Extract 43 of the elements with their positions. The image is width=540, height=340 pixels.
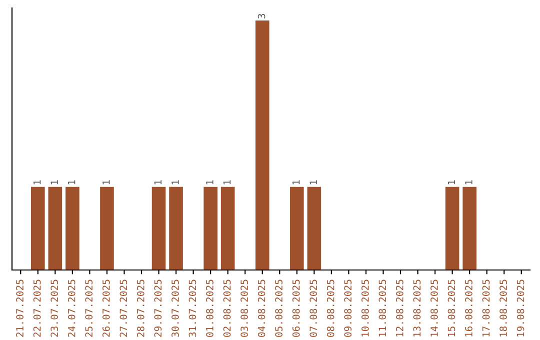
x-tick-label: 18.08.2025 bbox=[500, 280, 507, 336]
x-tick-label: 30.07.2025 bbox=[172, 280, 179, 337]
x-tick-label: 16.08.2025 bbox=[465, 280, 472, 336]
data-label: 1 bbox=[206, 180, 214, 184]
data-label: 1 bbox=[465, 180, 472, 184]
x-tick-label: 13.08.2025 bbox=[413, 280, 421, 336]
x-tick-label: 23.07.2025 bbox=[50, 280, 58, 337]
x-tick-label: 25.07.2025 bbox=[85, 280, 93, 337]
x-tick-label: 24.07.2025 bbox=[68, 280, 76, 337]
data-label: 1 bbox=[50, 180, 58, 184]
data-label: 1 bbox=[292, 180, 300, 184]
x-tick-label: 27.07.2025 bbox=[120, 280, 128, 337]
x-tick-label: 29.07.2025 bbox=[154, 280, 162, 337]
data-label: 3 bbox=[258, 14, 266, 18]
x-tick-label: 12.08.2025 bbox=[396, 280, 404, 336]
x-tick-label: 10.08.2025 bbox=[361, 280, 369, 336]
x-tick-label: 11.08.2025 bbox=[378, 280, 386, 336]
x-tick-label: 09.08.2025 bbox=[344, 280, 352, 337]
x-tick-label: 02.08.2025 bbox=[223, 280, 231, 337]
x-tick-label: 03.08.2025 bbox=[240, 280, 248, 337]
x-tick-label: 21.07.2025 bbox=[16, 280, 24, 337]
x-tick-label: 04.08.2025 bbox=[258, 280, 266, 337]
x-tick-label: 19.08.2025 bbox=[516, 280, 524, 336]
x-tick-label: 05.08.2025 bbox=[275, 280, 282, 337]
x-tick-label: 14.08.2025 bbox=[430, 280, 438, 336]
x-tick-label: 28.07.2025 bbox=[136, 280, 144, 337]
data-label: 1 bbox=[172, 180, 179, 184]
data-label: 1 bbox=[34, 180, 41, 184]
x-tick-label: 15.08.2025 bbox=[448, 280, 456, 336]
x-tick-label: 06.08.2025 bbox=[292, 280, 300, 337]
data-label: 1 bbox=[154, 180, 162, 184]
x-tick-label: 01.08.2025 bbox=[206, 280, 214, 337]
data-label: 1 bbox=[102, 180, 110, 184]
data-label: 1 bbox=[448, 180, 456, 184]
x-tick-label: 07.08.2025 bbox=[310, 280, 318, 337]
x-tick-label: 22.07.2025 bbox=[33, 280, 41, 337]
data-label: 1 bbox=[223, 180, 231, 184]
x-tick-label: 17.08.2025 bbox=[482, 280, 490, 336]
x-tick-label: 31.07.2025 bbox=[188, 280, 196, 337]
x-tick-label: 08.08.2025 bbox=[326, 280, 334, 337]
data-label: 1 bbox=[68, 180, 76, 184]
data-label: 1 bbox=[310, 180, 317, 184]
x-tick-label: 26.07.2025 bbox=[102, 280, 110, 337]
